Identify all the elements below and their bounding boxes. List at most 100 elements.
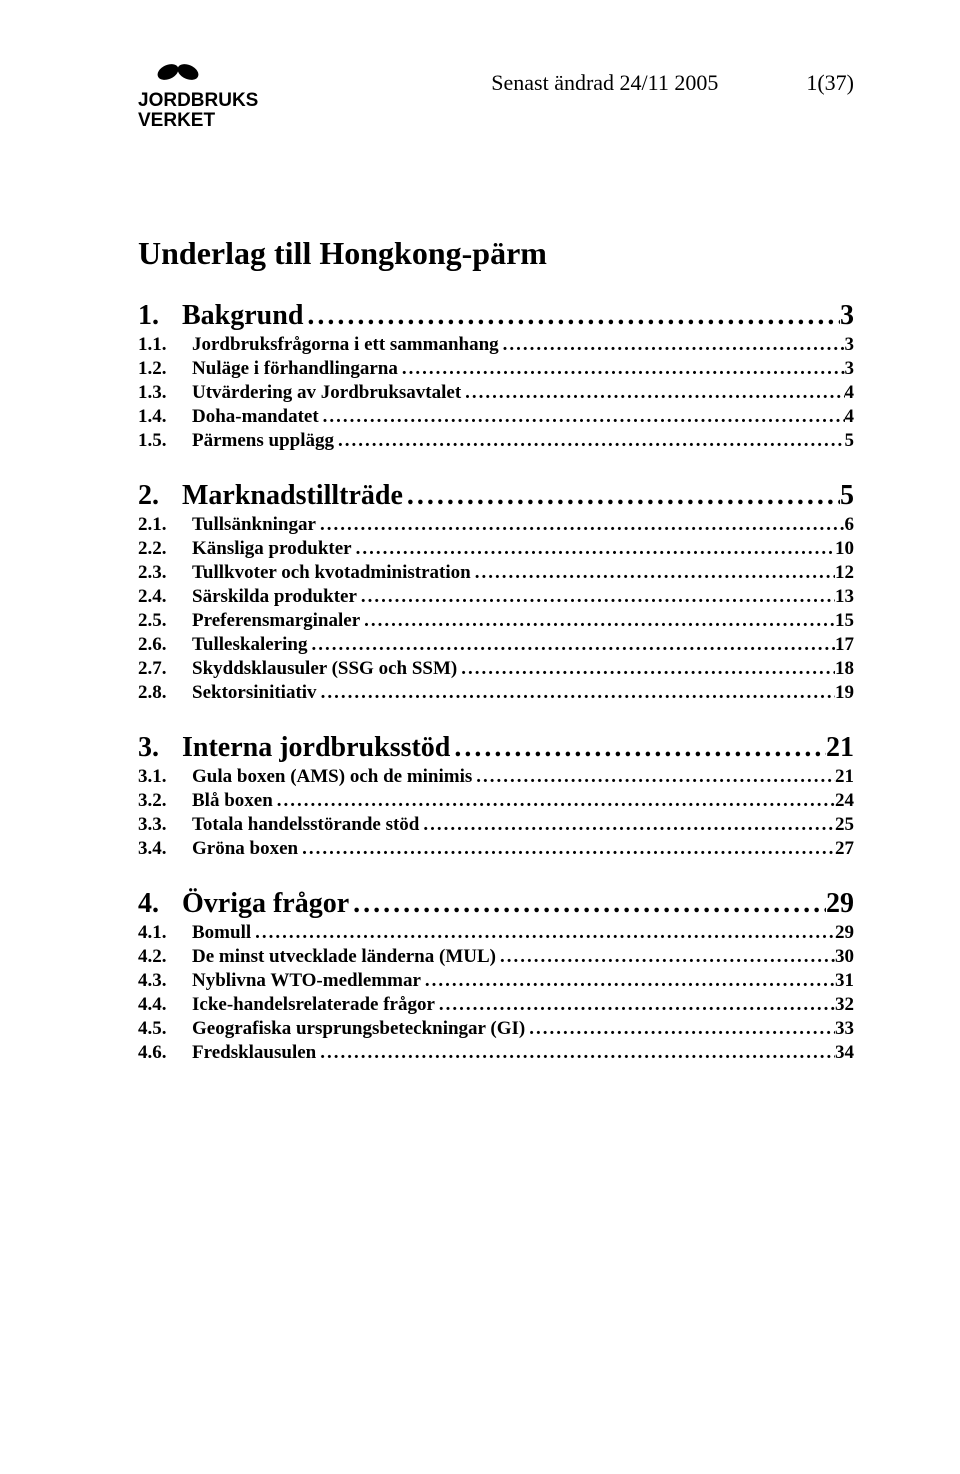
toc-label: Tullkvoter och kvotadministration bbox=[192, 562, 471, 584]
toc-number: 2.5. bbox=[138, 610, 192, 632]
toc-subsection: 1.3.Utvärdering av Jordbruksavtalet4 bbox=[138, 382, 854, 404]
toc-label: Skyddsklausuler (SSG och SSM) bbox=[192, 658, 457, 680]
toc-row: 2.Marknadstillträde5 bbox=[138, 480, 854, 512]
toc-number: 4. bbox=[138, 888, 182, 920]
toc-label: Pärmens upplägg bbox=[192, 430, 334, 452]
toc-row: 2.8.Sektorsinitiativ 19 bbox=[138, 682, 854, 704]
toc-leader-dots bbox=[496, 946, 835, 968]
pagination: 1(37) bbox=[806, 70, 854, 96]
toc-number: 4.6. bbox=[138, 1042, 192, 1064]
toc-page-number: 12 bbox=[835, 562, 854, 584]
toc-leader-dots bbox=[419, 814, 835, 836]
toc-page-number: 4 bbox=[845, 382, 855, 404]
toc-row: 2.4.Särskilda produkter13 bbox=[138, 586, 854, 608]
toc-label: Bakgrund bbox=[182, 300, 303, 332]
toc-leader-dots bbox=[349, 888, 826, 920]
toc-label: Gröna boxen bbox=[192, 838, 298, 860]
toc-number: 2.7. bbox=[138, 658, 192, 680]
page: JORDBRUKS VERKET Senast ändrad 24/11 200… bbox=[0, 0, 960, 1474]
toc-label: Övriga frågor bbox=[182, 888, 349, 920]
toc-number: 4.4. bbox=[138, 994, 192, 1016]
toc-label: Tulleskalering bbox=[192, 634, 307, 656]
toc-leader-dots bbox=[471, 562, 835, 584]
toc-row: 1.4.Doha-mandatet4 bbox=[138, 406, 854, 428]
toc-label: De minst utvecklade länderna (MUL) bbox=[192, 946, 496, 968]
toc-number: 3.1. bbox=[138, 766, 192, 788]
toc-row: 3.4.Gröna boxen27 bbox=[138, 838, 854, 860]
toc-subsection: 2.7.Skyddsklausuler (SSG och SSM) 18 bbox=[138, 658, 854, 680]
toc-number: 1. bbox=[138, 300, 182, 332]
toc-page-number: 32 bbox=[835, 994, 854, 1016]
toc-row: 4.5.Geografiska ursprungsbeteckningar (G… bbox=[138, 1018, 854, 1040]
toc-row: 2.7.Skyddsklausuler (SSG och SSM) 18 bbox=[138, 658, 854, 680]
toc-page-number: 19 bbox=[835, 682, 854, 704]
toc-row: 3.1.Gula boxen (AMS) och de minimis21 bbox=[138, 766, 854, 788]
toc-label: Nyblivna WTO-medlemmar bbox=[192, 970, 421, 992]
last-modified: Senast ändrad 24/11 2005 bbox=[491, 70, 718, 96]
toc-subsection: 4.6.Fredsklausulen34 bbox=[138, 1042, 854, 1064]
toc-number: 4.5. bbox=[138, 1018, 192, 1040]
toc-label: Tullsänkningar bbox=[192, 514, 316, 536]
toc-row: 4.3.Nyblivna WTO-medlemmar31 bbox=[138, 970, 854, 992]
toc-number: 2. bbox=[138, 480, 182, 512]
toc-leader-dots bbox=[334, 430, 845, 452]
toc-row: 2.6.Tulleskalering17 bbox=[138, 634, 854, 656]
page-header: JORDBRUKS VERKET Senast ändrad 24/11 200… bbox=[138, 64, 854, 139]
toc-subsection: 2.1.Tullsänkningar6 bbox=[138, 514, 854, 536]
toc-page-number: 18 bbox=[835, 658, 854, 680]
toc-number: 2.2. bbox=[138, 538, 192, 560]
toc-subsection: 2.2.Känsliga produkter10 bbox=[138, 538, 854, 560]
logo: JORDBRUKS VERKET bbox=[138, 64, 258, 139]
toc-subsection: 1.5.Pärmens upplägg 5 bbox=[138, 430, 854, 452]
toc-row: 1.1.Jordbruksfrågorna i ett sammanhang3 bbox=[138, 334, 854, 356]
toc-subsection: 4.4.Icke-handelsrelaterade frågor 32 bbox=[138, 994, 854, 1016]
toc-label: Särskilda produkter bbox=[192, 586, 357, 608]
toc-row: 1.5.Pärmens upplägg 5 bbox=[138, 430, 854, 452]
logo-text-top: JORDBRUKS bbox=[138, 90, 258, 111]
toc-number: 1.1. bbox=[138, 334, 192, 356]
toc-subsection: 2.3.Tullkvoter och kvotadministration12 bbox=[138, 562, 854, 584]
toc-number: 1.3. bbox=[138, 382, 192, 404]
toc-leader-dots bbox=[319, 406, 845, 428]
toc-label: Interna jordbruksstöd bbox=[182, 732, 450, 764]
toc-row: 1.3.Utvärdering av Jordbruksavtalet4 bbox=[138, 382, 854, 404]
toc-row: 4.Övriga frågor29 bbox=[138, 888, 854, 920]
toc-leader-dots bbox=[435, 994, 835, 1016]
toc-leader-dots bbox=[352, 538, 835, 560]
toc-subsection: 2.6.Tulleskalering17 bbox=[138, 634, 854, 656]
toc-number: 4.1. bbox=[138, 922, 192, 944]
toc-row: 4.2.De minst utvecklade länderna (MUL)30 bbox=[138, 946, 854, 968]
toc-subsection: 4.1.Bomull29 bbox=[138, 922, 854, 944]
toc-page-number: 5 bbox=[845, 430, 855, 452]
toc-subsection: 4.2.De minst utvecklade länderna (MUL)30 bbox=[138, 946, 854, 968]
toc-leader-dots bbox=[450, 732, 826, 764]
toc-page-number: 3 bbox=[845, 334, 855, 356]
toc-page-number: 10 bbox=[835, 538, 854, 560]
toc-subsection: 4.5.Geografiska ursprungsbeteckningar (G… bbox=[138, 1018, 854, 1040]
toc-page-number: 33 bbox=[835, 1018, 854, 1040]
toc-page-number: 29 bbox=[835, 922, 854, 944]
toc-label: Icke-handelsrelaterade frågor bbox=[192, 994, 435, 1016]
toc-number: 1.4. bbox=[138, 406, 192, 428]
toc-subsection: 4.3.Nyblivna WTO-medlemmar31 bbox=[138, 970, 854, 992]
toc-leader-dots bbox=[360, 610, 835, 632]
toc-leader-dots bbox=[403, 480, 840, 512]
toc-section: 4.Övriga frågor29 bbox=[138, 888, 854, 920]
toc-number: 2.8. bbox=[138, 682, 192, 704]
toc-page-number: 21 bbox=[826, 732, 854, 764]
toc-row: 2.3.Tullkvoter och kvotadministration12 bbox=[138, 562, 854, 584]
toc-number: 3.4. bbox=[138, 838, 192, 860]
toc-page-number: 21 bbox=[835, 766, 854, 788]
toc-number: 2.4. bbox=[138, 586, 192, 608]
toc-label: Sektorsinitiativ bbox=[192, 682, 317, 704]
toc-page-number: 5 bbox=[840, 480, 854, 512]
toc-row: 4.6.Fredsklausulen34 bbox=[138, 1042, 854, 1064]
toc-label: Geografiska ursprungsbeteckningar (GI) bbox=[192, 1018, 525, 1040]
toc-leader-dots bbox=[316, 1042, 835, 1064]
toc-label: Blå boxen bbox=[192, 790, 273, 812]
toc-page-number: 3 bbox=[845, 358, 855, 380]
toc-leader-dots bbox=[251, 922, 835, 944]
toc-number: 1.5. bbox=[138, 430, 192, 452]
toc-leader-dots bbox=[317, 682, 835, 704]
toc-leader-dots bbox=[421, 970, 835, 992]
